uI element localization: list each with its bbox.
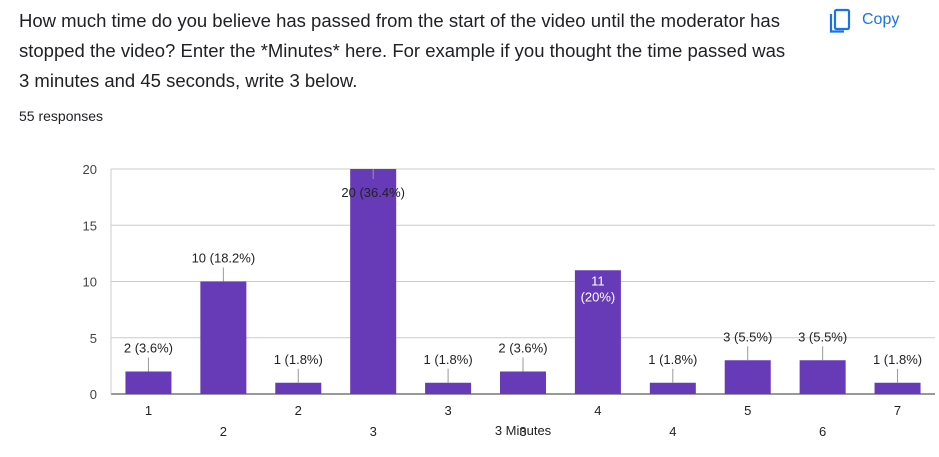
data-label: 2 (3.6%)	[498, 341, 547, 356]
y-tick-label: 0	[90, 387, 97, 402]
bar	[649, 382, 696, 394]
data-label: 11	[591, 273, 605, 288]
chart-data-labels: 2 (3.6%) 10 (18.2%) 1 (1.8%) 20 (36.4%) 1 (1…	[124, 169, 922, 383]
chart-axes: 0 5 10 15 20 1 2 2 3 3 3 4 4 5 6 7	[83, 162, 902, 439]
y-tick-label: 5	[90, 331, 97, 346]
data-label: 10 (18.2%)	[192, 251, 256, 266]
bar-chart: 0 5 10 15 20 1 2 2 3 3 3 4 4 5 6 7 2 (3.6%) 10 (18.2%) 1 …	[83, 162, 935, 439]
bar	[425, 382, 472, 394]
data-label: 1 (1.8%)	[873, 352, 922, 367]
y-tick-label: 20	[83, 162, 97, 177]
copy-button[interactable]: Copy	[828, 4, 899, 36]
y-tick-label: 15	[83, 218, 97, 233]
x-tick-label: 6	[819, 424, 826, 439]
x-tick-label: 1	[145, 403, 152, 418]
x-tick-label: 3	[519, 424, 526, 439]
data-label: 3 (5.5%)	[798, 329, 847, 344]
chart-bars	[125, 169, 921, 394]
data-label: (20%)	[581, 289, 616, 304]
x-tick-label: 3	[370, 424, 377, 439]
bar	[574, 270, 621, 394]
data-label: 1 (1.8%)	[424, 352, 473, 367]
chart-gridlines	[110, 168, 935, 395]
x-tick-label: 5	[744, 403, 751, 418]
data-label: 1 (1.8%)	[648, 352, 697, 367]
x-tick-label: 2	[220, 424, 227, 439]
x-tick-label: 3	[444, 403, 451, 418]
question-title: How much time do you believe has passed …	[19, 10, 786, 91]
bar	[500, 371, 546, 394]
bar	[724, 360, 771, 394]
bar	[874, 382, 921, 394]
data-label: 3 (5.5%)	[723, 329, 772, 344]
x-tick-label: 4	[669, 424, 676, 439]
copy-icon	[828, 7, 852, 33]
x-tick-label: 7	[894, 403, 901, 418]
bar	[350, 169, 397, 394]
bar	[125, 371, 172, 394]
x-tick-label: 4	[594, 403, 601, 418]
data-label: 20 (36.4%)	[341, 185, 405, 200]
bar	[799, 360, 846, 394]
response-count: 55 responses	[19, 108, 104, 124]
x-tick-label: 2	[295, 403, 302, 418]
bar	[200, 281, 247, 394]
bar	[275, 382, 322, 394]
x-axis-label: 3 Minutes	[495, 423, 552, 438]
copy-button-label: Copy	[862, 11, 900, 28]
data-label: 1 (1.8%)	[274, 352, 323, 367]
y-tick-label: 10	[83, 275, 97, 290]
data-label: 2 (3.6%)	[124, 341, 173, 356]
